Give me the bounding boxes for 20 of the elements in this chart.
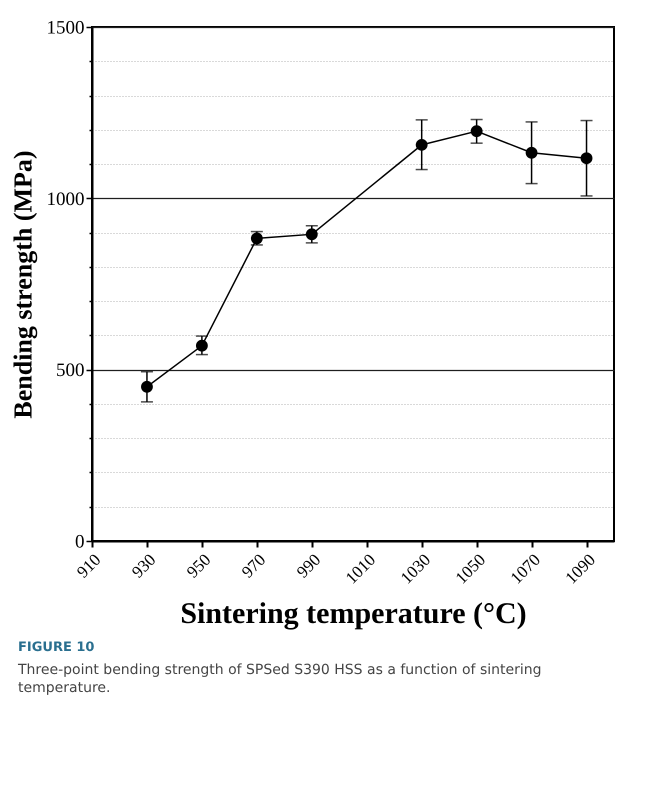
y-tick-label: 1000 xyxy=(46,188,84,210)
point xyxy=(141,380,153,393)
x-tick-label: 970 xyxy=(238,550,270,582)
x-tick-label: 930 xyxy=(128,550,160,582)
point xyxy=(306,228,318,240)
caption: FIGURE 10 xyxy=(18,639,96,657)
x-tick-label: 910 xyxy=(73,550,105,582)
point xyxy=(526,146,538,159)
y-tick-label: 500 xyxy=(56,360,84,382)
y-axis-title: Bending strength (MPa) xyxy=(8,150,38,419)
y-tick-label: 0 xyxy=(75,532,84,552)
x-axis-title: Sintering temperature (°C) xyxy=(180,596,527,630)
x-tick-label: 950 xyxy=(182,550,214,582)
point xyxy=(580,152,592,164)
y-tick-label: 1500 xyxy=(46,18,84,38)
point xyxy=(416,138,428,151)
point xyxy=(196,340,208,352)
point xyxy=(470,125,483,138)
x-tick-label: 990 xyxy=(292,550,324,582)
text: Three-point bending strength of SPSed S390 HSS as a function of sintering temperature. xyxy=(18,660,543,698)
